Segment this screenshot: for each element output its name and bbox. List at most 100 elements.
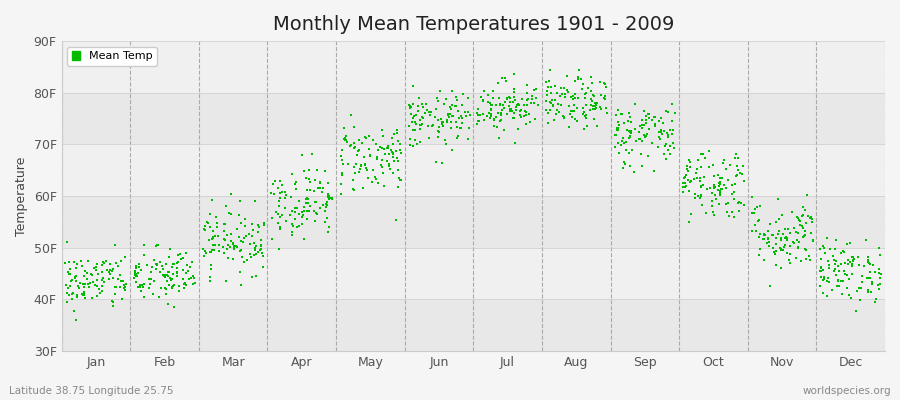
Point bbox=[539, 91, 554, 98]
Point bbox=[69, 316, 84, 323]
Point bbox=[494, 117, 508, 123]
Point bbox=[608, 112, 623, 118]
Point bbox=[805, 218, 819, 225]
Point bbox=[653, 135, 668, 142]
Point bbox=[791, 230, 806, 236]
Point bbox=[843, 295, 858, 301]
Point bbox=[633, 136, 647, 142]
Point bbox=[843, 240, 858, 246]
Point bbox=[751, 218, 765, 224]
Point bbox=[599, 109, 614, 116]
Title: Monthly Mean Temperatures 1901 - 2009: Monthly Mean Temperatures 1901 - 2009 bbox=[273, 15, 674, 34]
Point bbox=[678, 174, 692, 180]
Point bbox=[660, 156, 674, 162]
Point bbox=[841, 256, 855, 263]
Point bbox=[822, 262, 836, 269]
Point bbox=[500, 77, 514, 84]
Point bbox=[197, 226, 211, 232]
Point bbox=[705, 190, 719, 196]
Point bbox=[854, 273, 868, 279]
Point bbox=[232, 248, 247, 254]
Point bbox=[570, 105, 584, 112]
Point bbox=[154, 285, 168, 291]
Point bbox=[568, 90, 582, 97]
Point bbox=[546, 117, 561, 123]
Point bbox=[251, 222, 266, 228]
Point bbox=[197, 248, 211, 254]
Point bbox=[441, 112, 455, 119]
Point bbox=[285, 221, 300, 227]
Point bbox=[719, 200, 733, 207]
Point bbox=[771, 216, 786, 222]
Point bbox=[273, 195, 287, 201]
Point bbox=[198, 223, 212, 229]
Point bbox=[216, 235, 230, 242]
Point bbox=[539, 98, 554, 104]
Point bbox=[752, 252, 767, 258]
Point bbox=[436, 123, 450, 130]
Point bbox=[776, 230, 790, 237]
Point bbox=[565, 108, 580, 114]
Point bbox=[405, 101, 419, 107]
Point bbox=[163, 275, 177, 281]
Point bbox=[393, 177, 408, 183]
Point bbox=[435, 121, 449, 127]
Point bbox=[648, 121, 662, 128]
Point bbox=[143, 281, 157, 288]
Point bbox=[483, 115, 498, 121]
Point bbox=[693, 175, 707, 181]
Point bbox=[680, 166, 694, 172]
Point bbox=[732, 207, 746, 214]
Point bbox=[88, 282, 103, 288]
Point bbox=[60, 290, 75, 296]
Point bbox=[377, 182, 392, 189]
Point bbox=[514, 114, 528, 120]
Bar bbox=[61, 300, 885, 351]
Point bbox=[203, 211, 218, 217]
Point bbox=[874, 271, 888, 277]
Point bbox=[338, 135, 352, 142]
Point bbox=[251, 249, 266, 256]
Point bbox=[80, 258, 94, 264]
Point bbox=[871, 282, 886, 288]
Point bbox=[497, 127, 511, 134]
Point bbox=[108, 291, 122, 297]
Point bbox=[391, 157, 405, 164]
Point bbox=[422, 134, 436, 141]
Point bbox=[174, 256, 188, 263]
Point bbox=[67, 308, 81, 314]
Point bbox=[299, 200, 313, 206]
Point bbox=[653, 128, 668, 135]
Point bbox=[408, 119, 422, 126]
Point bbox=[89, 292, 104, 299]
Point bbox=[149, 241, 164, 248]
Point bbox=[159, 286, 174, 292]
Point bbox=[594, 92, 608, 98]
Point bbox=[284, 229, 299, 235]
Point bbox=[254, 237, 268, 243]
Point bbox=[339, 137, 354, 143]
Point bbox=[130, 270, 144, 277]
Point bbox=[434, 116, 448, 122]
Point bbox=[641, 153, 655, 159]
Point bbox=[59, 239, 74, 245]
Point bbox=[113, 284, 128, 290]
Point bbox=[171, 259, 185, 265]
Point bbox=[133, 267, 148, 274]
Point bbox=[439, 118, 454, 125]
Point bbox=[157, 273, 171, 279]
Point bbox=[585, 106, 599, 112]
Point bbox=[369, 175, 383, 182]
Point bbox=[865, 280, 879, 287]
Point bbox=[584, 102, 598, 108]
Point bbox=[860, 275, 875, 281]
Point bbox=[475, 111, 490, 117]
Point bbox=[64, 278, 78, 285]
Point bbox=[62, 283, 77, 289]
Point bbox=[160, 273, 175, 280]
Point bbox=[444, 125, 458, 131]
Point bbox=[500, 96, 514, 102]
Point bbox=[578, 90, 592, 97]
Point bbox=[844, 261, 859, 267]
Point bbox=[654, 131, 669, 137]
